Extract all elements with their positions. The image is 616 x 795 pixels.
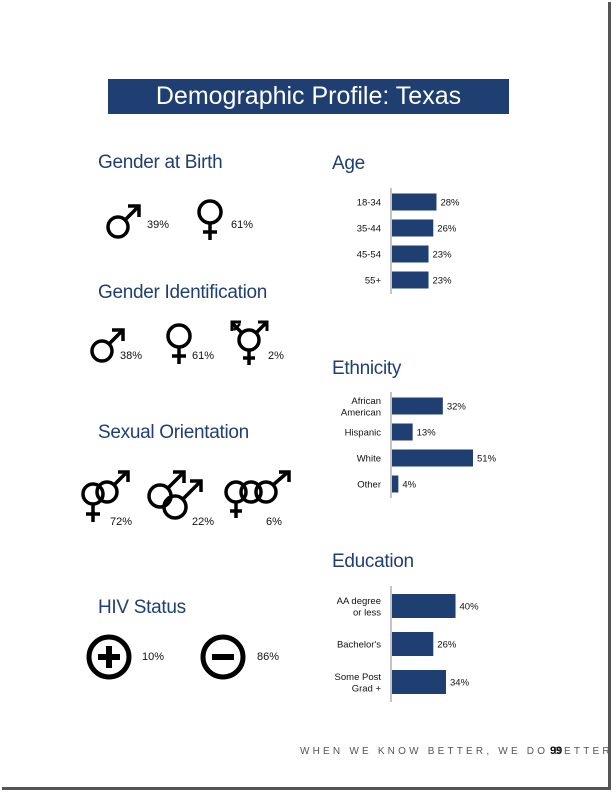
- age-value-label: 23%: [433, 276, 453, 287]
- age-value-label: 26%: [437, 224, 457, 235]
- age-bar: [392, 271, 429, 289]
- page-title: Demographic Profile: Texas: [108, 79, 509, 114]
- page-border: [2, 2, 611, 790]
- ethnicity-category-label: Other: [357, 480, 381, 491]
- heterosexual-icon: [80, 470, 134, 526]
- education-value-label: 34%: [450, 678, 470, 689]
- age-category-label: 45-54: [357, 250, 381, 261]
- education-bar: [392, 632, 434, 656]
- male-icon: [104, 203, 144, 243]
- gender-id-male-value: 38%: [120, 350, 143, 362]
- education-bar: [392, 670, 446, 694]
- hiv-status-title: HIV Status: [98, 597, 186, 618]
- ethnicity-chart: 32% African American 13% Hispanic 51% White 4% O…: [330, 392, 530, 507]
- age-bar: [392, 245, 429, 263]
- age-bar: [392, 219, 434, 237]
- ethnicity-value-label: 32%: [447, 402, 467, 413]
- hiv-negative-value: 86%: [257, 651, 280, 663]
- ethnicity-category-label: White: [357, 454, 381, 465]
- sexual-orientation-title: Sexual Orientation: [98, 422, 249, 443]
- ethnicity-bar: [392, 397, 443, 415]
- education-category-label: AA degree or less: [337, 596, 382, 619]
- ethnicity-bar: [392, 475, 399, 493]
- ethnicity-value-label: 13%: [417, 428, 437, 439]
- education-category-label: Bachelor's: [337, 640, 381, 651]
- plus-circle-icon: [86, 634, 132, 680]
- minus-circle-icon: [200, 634, 246, 680]
- ethnicity-bar: [392, 423, 413, 441]
- hiv-positive-value: 10%: [142, 651, 165, 663]
- orientation-hetero-value: 72%: [110, 516, 133, 528]
- education-chart: 40% AA degree or less 26% Bachelor's 34% Some …: [330, 586, 530, 711]
- transgender-icon: [228, 318, 272, 368]
- age-bar: [392, 193, 437, 211]
- age-value-label: 28%: [440, 198, 460, 209]
- age-category-label: 35-44: [357, 224, 381, 235]
- bisexual-icon: [222, 470, 294, 520]
- age-title: Age: [332, 153, 365, 174]
- gender-id-female-value: 61%: [192, 350, 215, 362]
- female-icon: [195, 198, 225, 242]
- age-chart: 28% 18-34 26% 35-44 23% 45-54 23% 55+: [330, 188, 530, 303]
- gender-identification-title: Gender Identification: [98, 282, 268, 303]
- page-number: 99: [550, 745, 563, 757]
- ethnicity-category-label: Hispanic: [345, 428, 382, 439]
- ethnicity-value-label: 51%: [477, 454, 497, 465]
- male-icon: [88, 327, 128, 367]
- orientation-bi-value: 6%: [266, 516, 282, 528]
- age-category-label: 18-34: [357, 198, 381, 209]
- female-icon: [164, 322, 194, 366]
- gender-birth-title: Gender at Birth: [98, 152, 223, 173]
- gender-birth-male-value: 39%: [147, 219, 170, 231]
- education-bar: [392, 594, 456, 618]
- age-category-label: 55+: [365, 276, 382, 287]
- ethnicity-value-label: 4%: [402, 480, 416, 491]
- age-value-label: 23%: [433, 250, 453, 261]
- education-value-label: 26%: [437, 640, 457, 651]
- footer-tagline: WHEN WE KNOW BETTER, WE DO BETTER: [300, 746, 613, 757]
- ethnicity-category-label: African American: [341, 396, 381, 419]
- gender-birth-female-value: 61%: [231, 219, 254, 231]
- gender-id-trans-value: 2%: [268, 350, 284, 362]
- ethnicity-title: Ethnicity: [332, 358, 402, 379]
- ethnicity-bar: [392, 449, 473, 467]
- education-category-label: Some Post Grad +: [335, 672, 382, 695]
- gay-male-icon: [146, 470, 204, 522]
- education-title: Education: [332, 551, 414, 572]
- education-value-label: 40%: [460, 602, 480, 613]
- orientation-gay-value: 22%: [192, 516, 215, 528]
